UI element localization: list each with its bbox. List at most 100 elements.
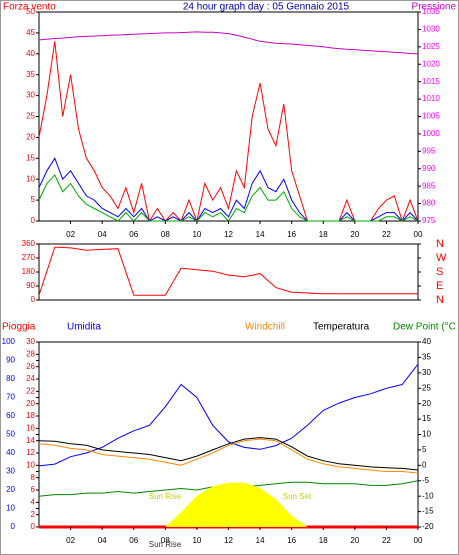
y2-tick-label: 15 — [422, 414, 431, 423]
annotation: Sun Rise — [149, 492, 182, 501]
y3-tick-label: 12 — [26, 448, 35, 457]
y2-tick-label: -20 — [422, 522, 434, 531]
x-tick-label: 12 — [224, 230, 233, 239]
series-line — [38, 437, 419, 471]
y-tick-label: 5 — [31, 195, 36, 204]
y2-tick-label: 975 — [422, 216, 436, 225]
y3-tick-label: 26 — [26, 362, 35, 371]
y3-tick-label: 4 — [31, 497, 36, 506]
y2-tick-label: 40 — [422, 337, 431, 346]
y-tick-label: 25 — [26, 112, 35, 121]
x-tick-label: 02 — [66, 230, 75, 239]
y3-tick-label: 0 — [31, 522, 36, 531]
series-line — [38, 438, 419, 474]
y2-tick-label: 1000 — [422, 129, 440, 138]
x-tick-label: 08 — [161, 536, 170, 545]
x-tick-label: 16 — [287, 230, 296, 239]
y2-tick-label: 10 — [422, 430, 431, 439]
annotation: Sun Set — [283, 492, 312, 501]
y-tick-label: 70 — [6, 393, 15, 402]
x-tick-label: 10 — [192, 230, 201, 239]
x-tick-label: 20 — [350, 536, 359, 545]
y2-tick-label: -15 — [422, 507, 434, 516]
y3-tick-label: 28 — [26, 349, 35, 358]
y2-tick-label: 995 — [422, 146, 436, 155]
x-tick-label: 04 — [98, 230, 107, 239]
y2-tick-label: 30 — [422, 368, 431, 377]
y3-tick-label: 24 — [26, 374, 35, 383]
y2-tick-label: W — [436, 252, 447, 264]
x-tick-label: 00 — [414, 230, 423, 239]
legend-entry: Dew Point (°C — [393, 322, 456, 333]
y2-tick-label: 35 — [422, 353, 431, 362]
legend-entry: Temperatura — [313, 322, 370, 333]
y2-tick-label: E — [436, 280, 443, 292]
annotation: Sun Rise — [149, 540, 182, 549]
y2-tick-label: -10 — [422, 491, 434, 500]
y-tick-label: 100 — [2, 337, 16, 346]
y2-tick-label: 0 — [422, 460, 427, 469]
y2-tick-label: 990 — [422, 164, 436, 173]
y-tick-label: 15 — [26, 153, 35, 162]
y2-tick-label: 1025 — [422, 42, 440, 51]
y-tick-label: 360 — [22, 239, 36, 248]
x-tick-label: 18 — [319, 230, 328, 239]
x-tick-label: 14 — [256, 536, 265, 545]
y-tick-label: 20 — [6, 485, 15, 494]
x-tick-label: 22 — [382, 230, 391, 239]
y2-tick-label: N — [436, 294, 444, 306]
y-tick-label: 10 — [6, 504, 15, 513]
y2-axis-label: Pressione — [412, 2, 457, 13]
y-tick-label: 20 — [26, 133, 35, 142]
y-tick-label: 30 — [26, 91, 35, 100]
x-tick-label: 14 — [256, 230, 265, 239]
y-tick-label: 0 — [11, 522, 16, 531]
y3-tick-label: 14 — [26, 436, 35, 445]
y2-tick-label: 985 — [422, 181, 436, 190]
y3-tick-label: 16 — [26, 423, 35, 432]
y3-tick-label: 20 — [26, 399, 35, 408]
x-tick-label: 06 — [129, 536, 138, 545]
y-tick-label: 0 — [31, 216, 36, 225]
legend-entry: Umidita — [67, 322, 101, 333]
legend-entry: Pioggia — [2, 322, 36, 333]
y-tick-label: 80 — [6, 374, 15, 383]
x-tick-label: 04 — [98, 536, 107, 545]
y3-tick-label: 18 — [26, 411, 35, 420]
x-tick-label: 08 — [161, 230, 170, 239]
chart-title: 24 hour graph day : 05 Gennaio 2015 — [183, 2, 350, 13]
y-tick-label: 0 — [31, 295, 36, 304]
y2-tick-label: 1030 — [422, 25, 440, 34]
y2-tick-label: 1035 — [422, 7, 440, 16]
y-tick-label: 40 — [26, 49, 35, 58]
y-tick-label: 180 — [22, 267, 36, 276]
x-tick-label: 00 — [414, 536, 423, 545]
x-tick-label: 20 — [350, 230, 359, 239]
y2-tick-label: 5 — [422, 445, 427, 454]
x-tick-label: 12 — [224, 536, 233, 545]
y-tick-label: 90 — [26, 281, 35, 290]
y2-tick-label: 1020 — [422, 59, 440, 68]
y-tick-label: 50 — [6, 430, 15, 439]
y-tick-label: 270 — [22, 253, 36, 262]
y-tick-label: 40 — [6, 448, 15, 457]
y3-tick-label: 22 — [26, 386, 35, 395]
plot-area — [38, 11, 419, 222]
y3-tick-label: 2 — [31, 510, 36, 519]
y2-tick-label: 20 — [422, 399, 431, 408]
x-tick-label: 02 — [66, 536, 75, 545]
legend-entry: Windchill — [245, 322, 285, 333]
y2-tick-label: 25 — [422, 383, 431, 392]
y2-tick-label: 1010 — [422, 94, 440, 103]
y3-tick-label: 30 — [26, 337, 35, 346]
y2-tick-label: 1005 — [422, 112, 440, 121]
y-tick-label: 60 — [6, 411, 15, 420]
x-tick-label: 16 — [287, 536, 296, 545]
plot-area — [38, 243, 419, 301]
y3-tick-label: 10 — [26, 460, 35, 469]
area — [39, 482, 418, 527]
y2-tick-label: 1015 — [422, 77, 440, 86]
x-tick-label: 18 — [319, 536, 328, 545]
